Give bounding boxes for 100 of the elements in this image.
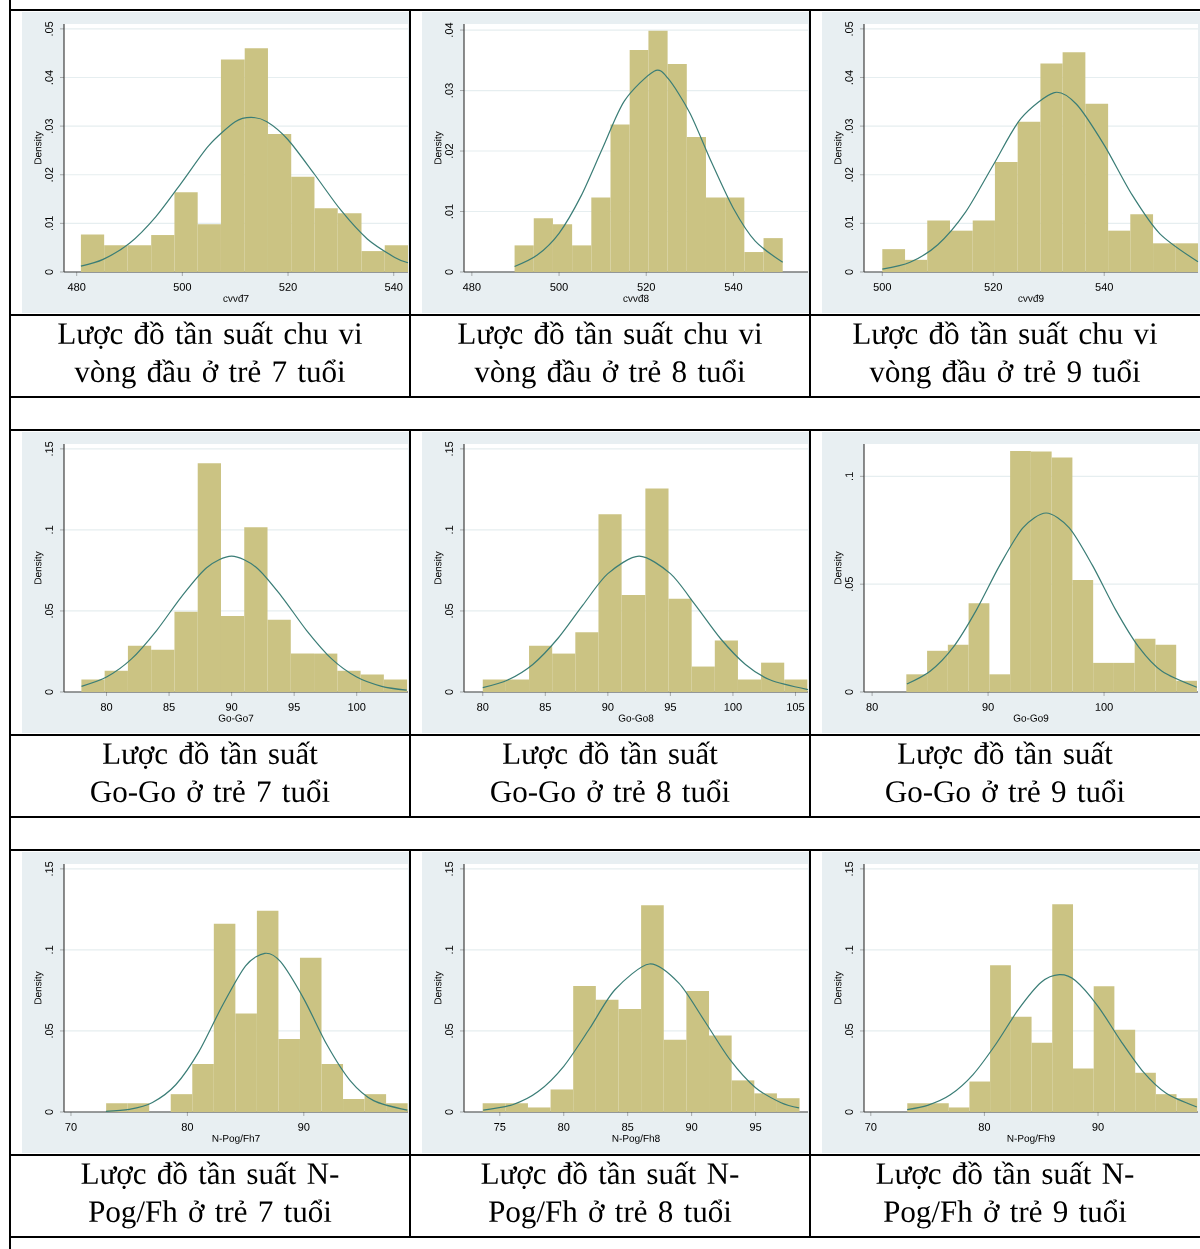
text: Lược đồ tần suất Go-Go ở trẻ 7 tuổi (91, 741, 330, 803)
x-tick-label: 95 (664, 703, 677, 711)
x-tick-label: 90 (602, 703, 614, 711)
x-axis-title: Go-Go7 (218, 714, 254, 722)
x-tick-label: 500 (873, 283, 892, 291)
x-tick-label: 480 (462, 283, 481, 291)
x-tick-label: 85 (622, 1123, 634, 1131)
y-tick-label: 0 (45, 689, 53, 695)
x-tick-label: 90 (982, 703, 994, 711)
y-tick-label: .04 (445, 22, 453, 37)
y-axis-title: Density (834, 971, 844, 1004)
y-tick-label: .04 (845, 70, 853, 85)
line-series (482, 963, 800, 1111)
x-tick-label: 540 (384, 283, 403, 291)
x-tick-label: 480 (67, 283, 86, 291)
text: Lược đồ tần suất chu vi vòng đầu ở trẻ 7 tuổi (58, 321, 363, 389)
x-tick-label: 80 (978, 1123, 991, 1131)
x-axis-title: Go-Go9 (1013, 714, 1049, 722)
y-tick-label: .05 (845, 21, 853, 36)
x-axis-title: cvvđ7 (223, 294, 249, 302)
x-tick-label: 85 (539, 703, 551, 711)
x-tick-label: 90 (686, 1123, 698, 1131)
y-tick-label: .03 (445, 83, 453, 98)
x-tick-label: 100 (724, 703, 742, 711)
x-tick-label: 520 (984, 283, 1002, 291)
x-tick-label: 80 (866, 703, 878, 711)
y-tick-label: .05 (45, 1023, 53, 1038)
x-tick-label: 540 (724, 283, 743, 291)
y-tick-label: .05 (845, 1023, 853, 1038)
line-series (105, 952, 409, 1112)
x-tick-label: 80 (477, 703, 489, 711)
y-tick-label: .1 (45, 945, 53, 954)
x-tick-label: 80 (181, 1123, 194, 1131)
line-series (881, 91, 1199, 270)
x-tick-label: 80 (558, 1123, 570, 1131)
x-axis-title: Go-Go8 (618, 714, 654, 722)
y-tick-label: .15 (45, 861, 53, 876)
y-tick-label: .02 (445, 143, 453, 158)
x-tick-label: 90 (298, 1123, 310, 1131)
y-tick-label: .15 (845, 861, 853, 876)
y-axis-title: Density (434, 971, 444, 1004)
x-tick-label: 70 (865, 1123, 877, 1131)
x-axis-title: N-Pog/Fh8 (612, 1134, 660, 1144)
y-tick-label: 0 (45, 1109, 53, 1115)
y-tick-label: .03 (845, 118, 853, 133)
text: Lược đồ tần suất N-Pog/Fh ở trẻ 9 tuổi (876, 1161, 1134, 1229)
y-tick-label: 0 (445, 269, 453, 275)
y-tick-label: .05 (45, 21, 53, 36)
y-tick-label: .04 (45, 70, 53, 85)
y-tick-label: .05 (45, 603, 53, 618)
y-tick-label: .15 (45, 441, 53, 456)
y-tick-label: .05 (445, 1023, 453, 1038)
y-tick-label: .01 (45, 216, 53, 231)
y-axis-title: Density (834, 551, 844, 584)
line-series (80, 555, 408, 691)
y-tick-label: .1 (845, 472, 853, 480)
x-tick-label: 540 (1095, 283, 1113, 291)
text: Lược đồ tần suất Go-Go ở trẻ 8 tuổi (491, 741, 730, 803)
y-tick-label: 0 (845, 269, 853, 275)
x-tick-label: 70 (65, 1123, 77, 1131)
text: Lược đồ tần suất Go-Go ở trẻ 9 tuổi (886, 741, 1125, 803)
text: Lược đồ tần suất chu vi vòng đầu ở trẻ 9 tuổi (853, 321, 1158, 389)
y-tick-label: .1 (445, 525, 453, 534)
y-axis-title: Density (34, 131, 44, 164)
x-axis-title: N-Pog/Fh9 (1007, 1134, 1055, 1144)
x-tick-label: 520 (279, 283, 297, 291)
x-tick-label: 75 (494, 1123, 506, 1131)
y-tick-label: .05 (845, 577, 853, 591)
y-tick-label: .15 (445, 441, 453, 456)
y-tick-label: .03 (45, 118, 53, 133)
y-tick-label: .1 (845, 945, 853, 954)
x-tick-label: 85 (163, 703, 175, 711)
x-axis-title: cvvđ9 (1018, 294, 1044, 302)
y-tick-label: 0 (445, 689, 453, 695)
y-tick-label: .02 (45, 167, 53, 182)
line-series (906, 974, 1198, 1111)
x-tick-label: 500 (550, 283, 568, 291)
x-tick-label: 80 (100, 703, 113, 711)
x-tick-label: 100 (348, 703, 366, 711)
y-tick-label: .05 (445, 603, 453, 618)
x-tick-label: 95 (749, 1123, 762, 1131)
x-tick-label: 100 (1095, 703, 1113, 711)
y-axis-title: Density (34, 551, 44, 584)
y-tick-label: 0 (845, 689, 853, 695)
x-tick-label: 90 (1092, 1123, 1104, 1131)
y-axis-title: Density (34, 971, 44, 1004)
line-series (482, 555, 809, 691)
y-axis-title: Density (434, 551, 444, 584)
y-tick-label: 0 (845, 1109, 853, 1115)
text: Lược đồ tần suất N-Pog/Fh ở trẻ 7 tuổi (81, 1161, 339, 1229)
x-tick-label: 90 (226, 703, 238, 711)
x-tick-label: 105 (787, 703, 805, 711)
y-tick-label: 0 (445, 1109, 453, 1115)
y-tick-label: .1 (45, 525, 53, 534)
y-axis-title: Density (834, 131, 844, 164)
y-tick-label: .01 (845, 216, 853, 231)
x-axis-title: N-Pog/Fh7 (212, 1134, 260, 1144)
y-tick-label: .02 (845, 167, 853, 182)
y-tick-label: 0 (45, 269, 53, 275)
text: Lược đồ tần suất N-Pog/Fh ở trẻ 8 tuổi (481, 1161, 739, 1229)
